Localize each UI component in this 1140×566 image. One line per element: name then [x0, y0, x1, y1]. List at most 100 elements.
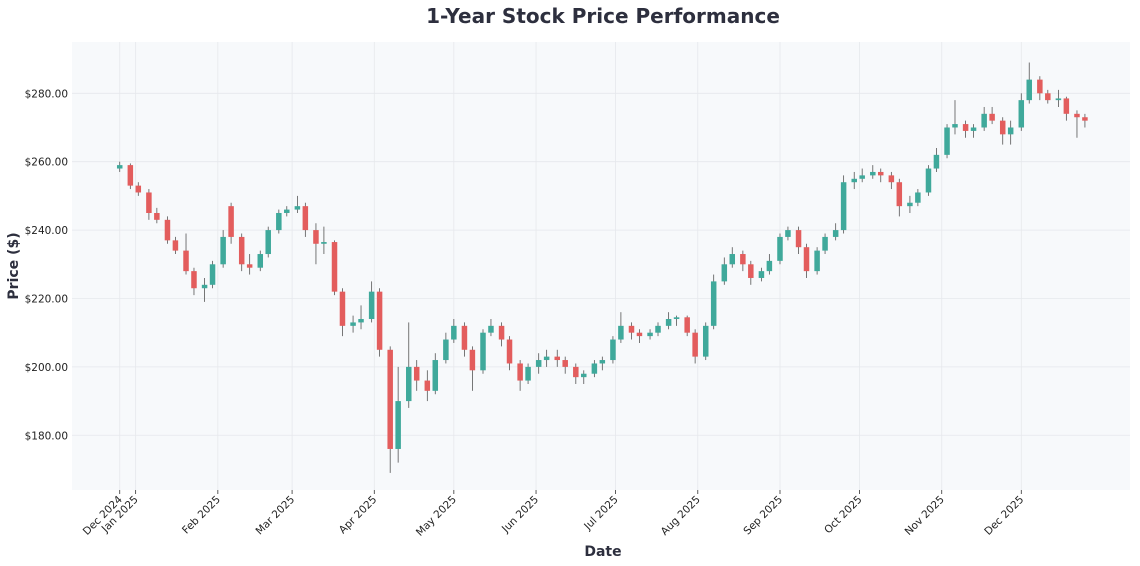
candle-up — [610, 336, 616, 364]
candle-up — [451, 319, 457, 343]
candle-body — [116, 165, 123, 169]
candle-body — [618, 325, 624, 340]
candle-down — [554, 349, 560, 367]
candle-body — [636, 332, 643, 337]
candle-down — [413, 360, 420, 391]
candle-body — [220, 236, 226, 265]
candle-up — [1018, 93, 1025, 131]
candle-body — [257, 254, 264, 268]
candle-body — [785, 230, 791, 237]
candle-down — [506, 336, 513, 371]
candle-body — [721, 264, 728, 282]
candle-body — [525, 366, 531, 381]
candle-up — [480, 329, 486, 374]
candle-up — [116, 161, 123, 172]
y-tick-label: $260.00 — [25, 157, 68, 169]
candle-body — [1007, 127, 1014, 135]
candle-body — [201, 284, 208, 289]
x-tick-label: Apr 2025 — [337, 494, 380, 537]
candle-down — [962, 120, 969, 138]
candle-down — [246, 254, 253, 275]
candle-up — [758, 267, 765, 282]
candle-body — [981, 113, 987, 128]
candle-down — [339, 288, 346, 337]
candle-up — [647, 329, 653, 340]
candle-body — [766, 260, 773, 272]
x-tick-label: Sep 2025 — [741, 494, 785, 538]
candle-body — [294, 206, 301, 210]
candle-down — [313, 223, 319, 265]
candle-body — [888, 175, 895, 183]
y-tick-label: $220.00 — [25, 293, 68, 305]
candle-down — [684, 315, 690, 337]
x-tick-label: May 2025 — [414, 494, 459, 539]
candle-down — [135, 182, 142, 196]
candle-up — [814, 247, 820, 275]
candle-body — [246, 264, 253, 268]
candle-up — [822, 233, 828, 255]
candle-up — [655, 322, 661, 337]
candle-up — [257, 250, 264, 272]
candle-body — [859, 175, 865, 179]
candle-down — [748, 260, 754, 285]
candle-up — [525, 363, 531, 384]
candle-up — [1055, 89, 1062, 107]
candle-body — [135, 185, 142, 193]
candle-up — [358, 305, 364, 330]
candle-body — [573, 366, 579, 378]
candle-body — [406, 366, 412, 402]
candle-up — [220, 230, 226, 268]
candle-body — [581, 373, 587, 378]
candle-body — [506, 339, 513, 364]
candle-body — [647, 332, 653, 337]
candle-up — [785, 226, 791, 241]
candle-up — [618, 312, 624, 343]
candle-up — [907, 195, 913, 213]
candle-down — [1037, 76, 1043, 101]
candle-body — [413, 366, 420, 381]
candle-body — [127, 165, 134, 186]
candle-down — [740, 250, 746, 272]
x-tick-label: Dec 2025 — [982, 494, 1026, 538]
candle-body — [758, 271, 765, 278]
chart-title: 1-Year Stock Price Performance — [426, 4, 780, 28]
candle-down — [331, 240, 338, 296]
candle-body — [228, 206, 234, 237]
candle-body — [1037, 79, 1043, 94]
candle-down — [146, 189, 152, 220]
y-tick-label: $280.00 — [25, 88, 68, 100]
x-tick-label: Jun 2025 — [499, 494, 541, 536]
candle-up — [1007, 120, 1014, 145]
candle-up — [777, 233, 783, 265]
candle-down — [387, 346, 393, 473]
candle-body — [191, 271, 197, 289]
candle-down — [999, 117, 1006, 145]
candle-up — [432, 353, 439, 395]
candle-down — [803, 243, 810, 278]
candle-up — [1026, 62, 1032, 104]
candle-up — [915, 189, 921, 207]
candle-down — [888, 171, 895, 190]
candle-body — [673, 317, 680, 320]
candle-body — [424, 380, 431, 391]
candle-body — [284, 209, 290, 213]
candle-body — [376, 291, 383, 350]
candle-up — [702, 322, 709, 361]
candle-body — [1082, 117, 1088, 121]
candle-down — [127, 163, 134, 190]
candle-body — [1074, 113, 1080, 118]
candle-body — [146, 192, 152, 213]
candle-up — [665, 312, 672, 330]
candle-body — [952, 124, 958, 128]
candle-body — [710, 281, 717, 326]
y-tick-label: $240.00 — [25, 225, 68, 237]
candle-up — [284, 206, 290, 217]
gridlines — [72, 42, 1130, 490]
candle-body — [840, 182, 847, 231]
candles — [116, 62, 1088, 473]
candle-body — [321, 242, 327, 244]
candle-up — [321, 226, 327, 255]
candle-up — [201, 277, 208, 302]
candle-up — [840, 175, 847, 234]
candle-body — [562, 360, 568, 367]
